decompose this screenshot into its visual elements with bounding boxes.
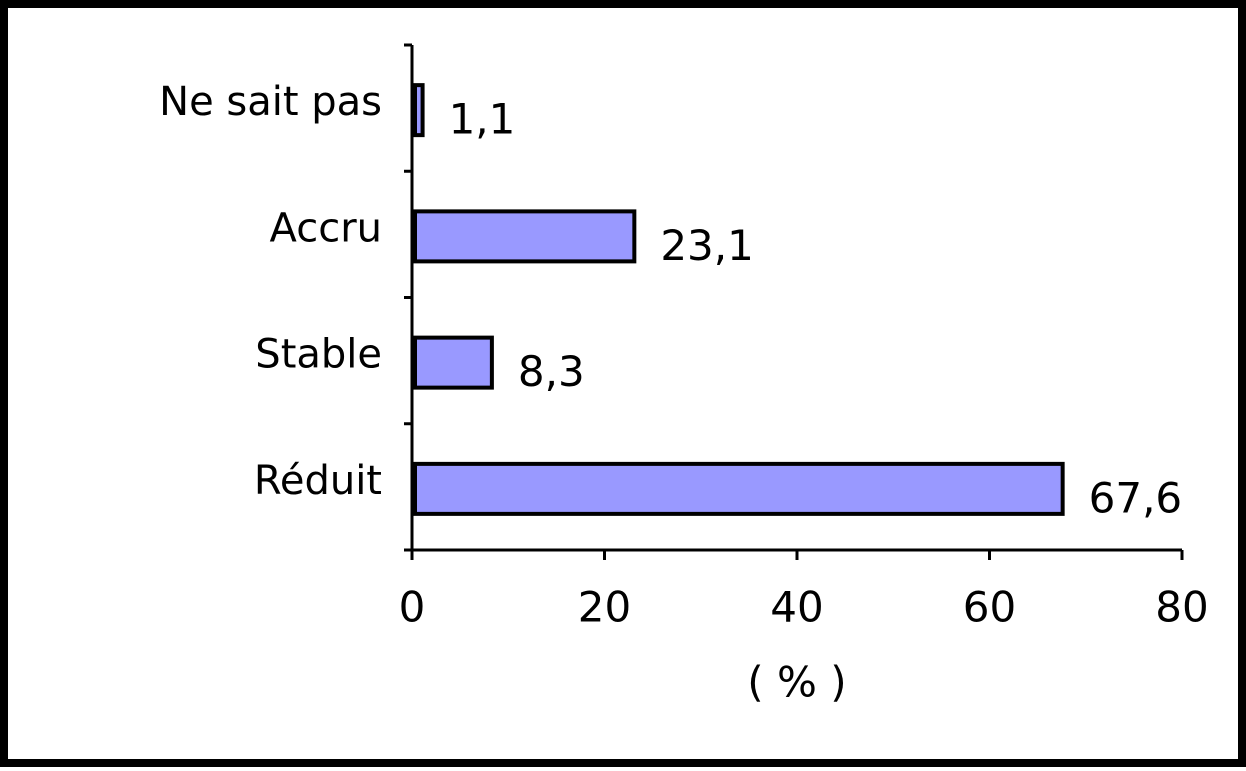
bar: [413, 83, 425, 138]
x-tick-label: 60: [963, 583, 1016, 632]
x-tick-label: 20: [578, 583, 631, 632]
category-label: Accru: [270, 205, 382, 251]
bar: [413, 335, 494, 390]
x-tick-label: 40: [770, 583, 823, 632]
x-axis-label: ( % ): [747, 658, 846, 707]
bar: [413, 461, 1065, 516]
value-label: 23,1: [660, 221, 754, 270]
value-label: 1,1: [449, 95, 516, 144]
category-label: Ne sait pas: [159, 79, 382, 125]
bar: [413, 209, 637, 264]
value-label: 67,6: [1089, 473, 1183, 522]
category-label: Réduit: [254, 458, 382, 504]
x-tick-label: 80: [1155, 583, 1208, 632]
x-tick-label: 0: [399, 583, 426, 632]
category-label: Stable: [255, 332, 382, 378]
value-label: 8,3: [518, 347, 585, 396]
